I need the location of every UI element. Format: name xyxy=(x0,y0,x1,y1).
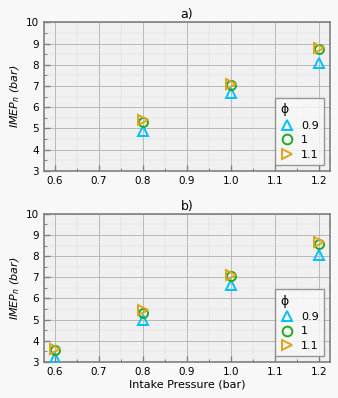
Legend: 0.9, 1, 1.1: 0.9, 1, 1.1 xyxy=(275,289,324,357)
Title: b): b) xyxy=(180,199,193,213)
Y-axis label: $\mathit{IMEP}_n$ (bar): $\mathit{IMEP}_n$ (bar) xyxy=(8,65,22,128)
X-axis label: Intake Pressure (bar): Intake Pressure (bar) xyxy=(129,380,245,390)
Legend: 0.9, 1, 1.1: 0.9, 1, 1.1 xyxy=(275,98,324,165)
Title: a): a) xyxy=(180,8,193,21)
Y-axis label: $\mathit{IMEP}_n$ (bar): $\mathit{IMEP}_n$ (bar) xyxy=(8,256,22,320)
